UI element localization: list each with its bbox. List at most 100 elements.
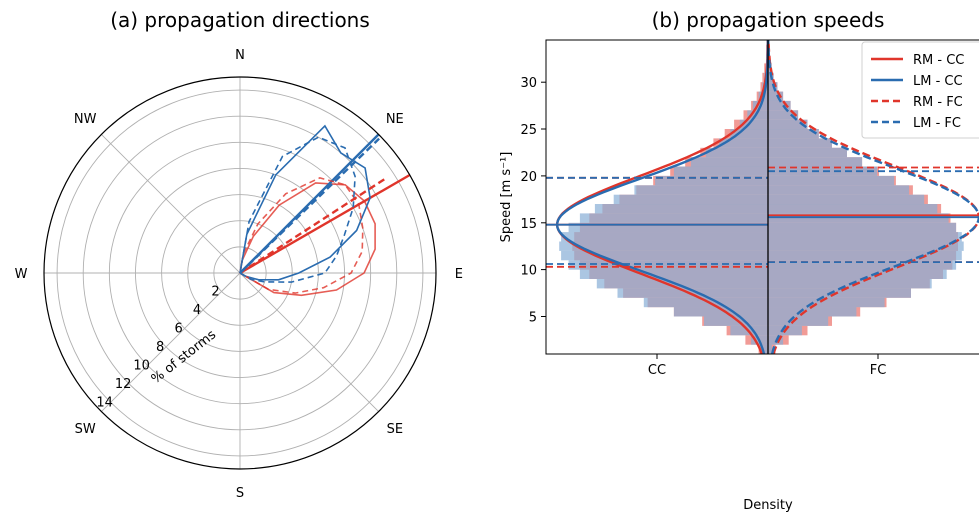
histogram-bar <box>768 138 832 148</box>
histogram-bar <box>762 344 768 354</box>
polar-mean-vector <box>239 178 386 275</box>
histogram-bar <box>768 129 819 139</box>
violin-title: (b) propagation speeds <box>652 8 885 32</box>
compass-label: N <box>235 48 245 63</box>
polar-title: (a) propagation directions <box>110 8 370 32</box>
polar-outer-ring <box>43 76 437 470</box>
histogram-bar <box>768 307 857 317</box>
histogram-bar <box>747 110 768 120</box>
polar-series <box>239 124 411 297</box>
histogram-bar <box>768 204 938 214</box>
legend-label: LM - CC <box>913 74 963 89</box>
histogram-bar <box>768 297 885 308</box>
histogram-bar <box>768 157 863 167</box>
histogram-bar <box>768 91 784 101</box>
legend-label: RM - FC <box>913 95 963 110</box>
histogram-bar <box>579 213 768 223</box>
violin-y-label: Speed [m s⁻¹] <box>499 152 514 243</box>
histogram-bar <box>768 110 799 120</box>
legend: RM - CC LM - CC RM - FC LM - FC <box>861 41 979 139</box>
radial-axis-label: % of storms <box>149 327 220 387</box>
histogram-bar <box>768 260 957 270</box>
compass-label: SE <box>387 422 403 437</box>
histogram-bar <box>768 147 847 158</box>
legend-label: RM - CC <box>913 53 964 68</box>
histogram-bar <box>768 119 808 130</box>
radial-tick-label: 12 <box>115 377 132 392</box>
histogram-bar <box>768 344 772 354</box>
y-tick-label: 5 <box>529 311 537 326</box>
polar-panel: (a) propagation directions N NE E SE S SW W NW 2… <box>15 8 463 501</box>
x-tick-label: CC <box>648 363 666 378</box>
histogram-bar <box>768 175 895 186</box>
y-tick-label: 15 <box>520 217 537 232</box>
compass-label: NE <box>386 112 404 127</box>
histogram-bar <box>704 316 768 326</box>
polar-grid-spoke <box>101 134 241 274</box>
y-tick-label: 20 <box>520 170 537 185</box>
polar-grid-spoke <box>101 272 241 412</box>
histogram-bar <box>768 250 962 261</box>
polar-mean-vector <box>239 133 380 274</box>
histogram-bar <box>596 279 768 289</box>
histogram-bar <box>643 297 768 308</box>
compass-label: NW <box>74 112 97 127</box>
histogram-bar <box>561 250 768 261</box>
histogram-bar <box>768 222 957 233</box>
histogram-bar <box>768 316 829 326</box>
histogram-bar <box>568 222 768 233</box>
radial-tick-label: 6 <box>174 321 182 336</box>
radial-tick-label: 10 <box>133 358 150 373</box>
histogram-bar <box>561 232 768 242</box>
y-tick-label: 10 <box>520 264 537 279</box>
histogram-bar <box>768 166 878 176</box>
kde-curve <box>555 40 770 354</box>
compass-label: S <box>236 486 244 501</box>
y-tick-label: 25 <box>520 123 537 138</box>
histogram-bar <box>768 100 791 111</box>
compass-label: SW <box>75 422 96 437</box>
histogram-bar <box>594 204 768 214</box>
kde-curve <box>767 40 979 354</box>
histogram-bar <box>768 232 962 242</box>
polar-grid-spoke <box>239 272 379 412</box>
histogram-bar <box>634 185 768 195</box>
histogram-bar <box>673 166 768 176</box>
histogram-bar <box>730 129 768 139</box>
polar-mean-vector <box>239 173 411 275</box>
histogram-bar <box>568 260 768 270</box>
violin-panel: (b) propagation speeds 5 10 15 20 25 30 CC FC D… <box>499 8 979 513</box>
histogram-bar <box>719 138 768 148</box>
histogram-bar <box>617 288 768 298</box>
histogram-bar <box>768 194 925 205</box>
polar-line-lmcc <box>239 124 371 281</box>
histogram-bar <box>579 269 768 279</box>
legend-label: LM - FC <box>913 116 961 131</box>
histogram-bar <box>768 269 947 279</box>
histogram-bar <box>613 194 768 205</box>
radial-tick-label: 14 <box>96 395 113 410</box>
kde-curve <box>555 40 769 354</box>
radial-tick-label: 8 <box>156 340 164 355</box>
violin-x-label: Density <box>743 498 793 513</box>
violin-content <box>546 40 979 354</box>
histogram-bar <box>768 241 964 251</box>
histogram-bar <box>739 119 768 130</box>
y-tick-label: 30 <box>520 76 537 91</box>
histogram-bar <box>655 175 768 186</box>
histogram-bar <box>559 241 768 251</box>
legend-box <box>861 41 979 139</box>
polar-line-rmcc <box>239 182 376 297</box>
polar-line-lmfc <box>239 136 356 283</box>
histogram-bar <box>705 147 768 158</box>
violin-ticks: 5 10 15 20 25 30 CC FC <box>520 76 886 378</box>
radial-tick-label: 4 <box>193 303 201 318</box>
radial-tick-label: 2 <box>211 285 219 300</box>
histogram-bar <box>768 185 910 195</box>
histogram-bar <box>690 157 768 167</box>
histogram-bar <box>768 288 911 298</box>
polar-line-rmfc <box>239 177 364 294</box>
x-tick-label: FC <box>870 363 887 378</box>
